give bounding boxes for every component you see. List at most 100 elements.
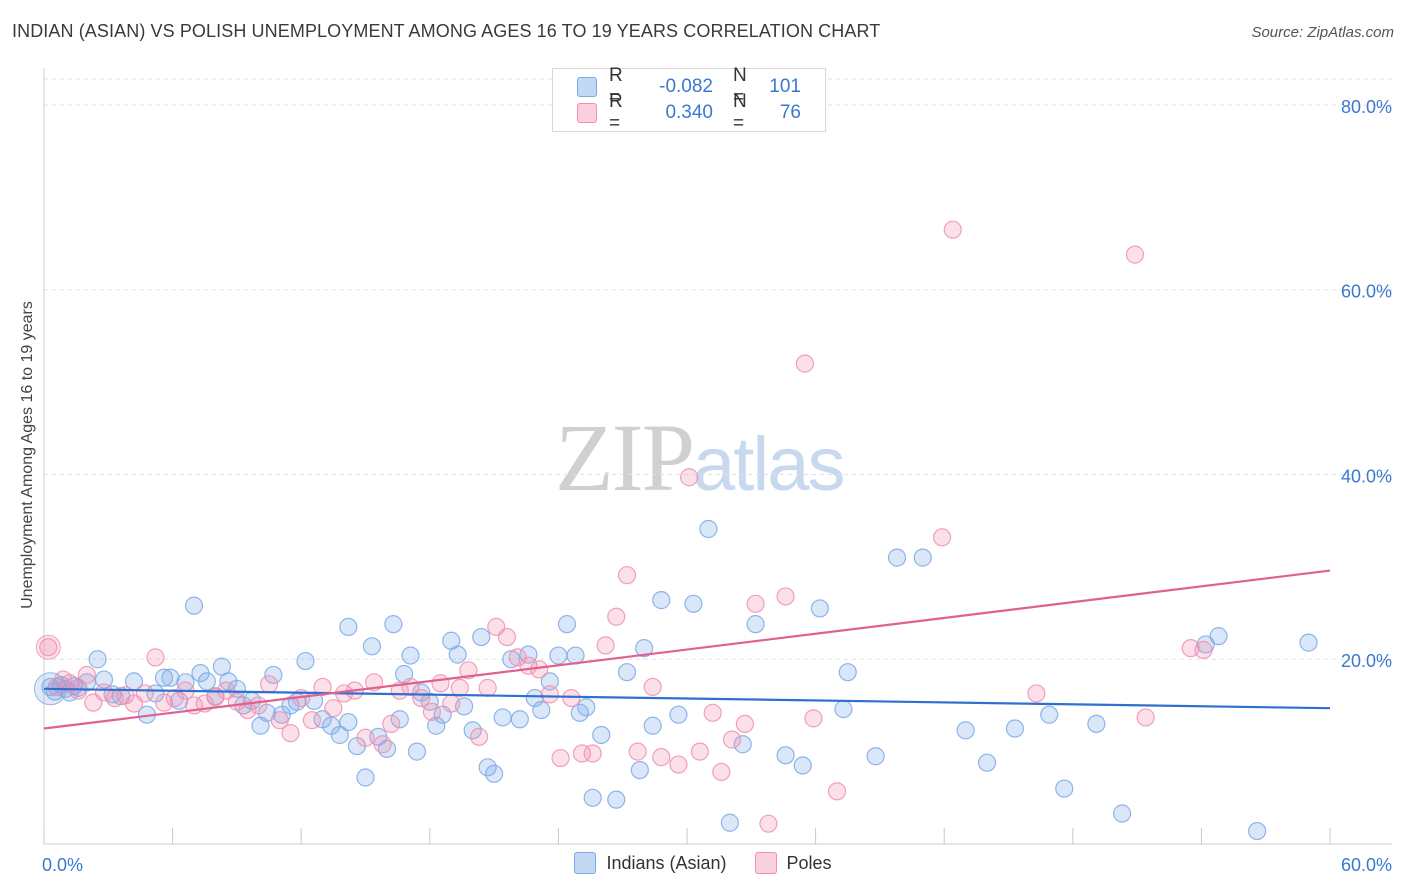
point-poles: [722, 730, 742, 749]
point-indians: [577, 698, 596, 717]
point-indians: [510, 710, 529, 729]
legend-n-label: N =: [733, 91, 747, 134]
point-indians: [834, 700, 853, 719]
point-indians: [810, 599, 829, 618]
point-indians: [887, 548, 907, 567]
point-indians: [407, 742, 427, 761]
point-poles: [259, 675, 279, 694]
point-poles: [249, 696, 268, 715]
point-poles: [680, 468, 699, 487]
legend-r-label: R =: [609, 91, 623, 134]
point-poles: [562, 688, 581, 708]
point-indians: [330, 725, 349, 745]
point-indians: [472, 627, 491, 647]
point-indians: [1055, 779, 1074, 798]
point-poles: [540, 685, 559, 704]
point-poles: [735, 714, 754, 734]
point-poles: [69, 681, 88, 700]
point-poles: [238, 700, 257, 720]
y-tick-label: 80.0%: [1341, 97, 1392, 117]
point-indians: [161, 668, 180, 687]
point-indians: [617, 663, 637, 682]
point-indians: [485, 764, 504, 783]
point-indians: [384, 615, 403, 634]
point-indians: [339, 712, 358, 732]
legend-n-value: 76: [779, 102, 801, 123]
y-axis-label: Unemployment Among Ages 16 to 19 years: [19, 301, 36, 609]
trend-line-indians: [43, 687, 1331, 710]
point-indians: [776, 746, 795, 765]
y-tick-label: 20.0%: [1341, 651, 1392, 671]
legend-row-indians: R = -0.082 N = 101: [577, 65, 801, 108]
point-poles: [795, 354, 814, 373]
legend-r-value: 0.340: [665, 102, 713, 123]
data-points: [33, 220, 1318, 841]
point-indians: [977, 753, 997, 772]
point-poles: [690, 742, 709, 761]
point-poles: [302, 711, 322, 730]
point-poles: [617, 566, 637, 585]
point-indians: [448, 645, 467, 664]
y-tick-label: 40.0%: [1341, 466, 1392, 486]
source-label: Source: ZipAtlas.com: [1251, 24, 1394, 41]
bottom-legend-swatch-poles: [754, 852, 777, 874]
tick-labels: 20.0% 40.0% 60.0% 80.0% 0.0% 60.0%: [42, 97, 1392, 875]
point-indians: [463, 721, 482, 740]
point-indians: [88, 650, 107, 669]
x-tick-label: 0.0%: [42, 855, 83, 875]
point-poles: [943, 220, 962, 239]
grid: [44, 78, 1392, 660]
point-indians: [684, 594, 703, 613]
point-poles: [551, 748, 570, 768]
point-poles: [1194, 640, 1213, 660]
point-poles: [712, 762, 731, 782]
trend-line-poles: [43, 569, 1331, 730]
point-poles: [478, 678, 497, 697]
legend-row-poles: R = 0.340 N = 76: [577, 91, 801, 134]
point-poles: [643, 677, 662, 697]
point-indians: [264, 665, 283, 685]
bottom-legend-label-indians: Indians (Asian): [606, 852, 727, 873]
point-indians: [493, 708, 512, 727]
point-poles: [652, 748, 671, 767]
point-poles: [583, 744, 602, 763]
point-poles: [39, 638, 58, 657]
point-indians: [1040, 705, 1059, 724]
watermark-zip: ZIP: [555, 404, 695, 511]
watermark-atlas: atlas: [693, 422, 846, 507]
point-indians: [401, 646, 420, 665]
point-indians: [838, 663, 857, 682]
legend-swatch-indians: [577, 77, 597, 97]
x-tick-label: 60.0%: [1341, 855, 1392, 875]
point-poles: [1027, 684, 1046, 703]
point-indians: [699, 519, 718, 539]
point-indians: [184, 596, 204, 615]
point-indians: [154, 668, 174, 687]
point-poles: [497, 627, 517, 647]
point-indians: [635, 639, 654, 658]
point-poles: [607, 607, 626, 626]
point-poles: [628, 742, 647, 761]
watermark: ZIPatlas: [555, 402, 846, 513]
point-indians: [94, 670, 114, 689]
point-indians: [356, 768, 375, 787]
legend-n-label: N =: [733, 65, 747, 108]
legend-swatch-poles: [577, 103, 597, 123]
point-poles: [669, 755, 688, 774]
point-poles: [442, 694, 461, 713]
point-poles: [154, 693, 174, 712]
point-poles: [932, 528, 952, 547]
point-indians: [720, 813, 739, 832]
point-poles: [459, 661, 478, 680]
point-indians: [1112, 804, 1132, 823]
point-indians: [390, 710, 409, 729]
point-poles: [596, 636, 615, 655]
point-indians: [1248, 821, 1267, 841]
point-poles: [324, 699, 343, 718]
point-indians: [592, 725, 611, 745]
point-poles: [94, 683, 114, 702]
legend: R = -0.082 N = 101 R = 0.340 N = 76: [552, 65, 826, 134]
point-indians: [733, 735, 752, 754]
point-poles: [703, 703, 722, 722]
trend-lines: [43, 569, 1331, 730]
